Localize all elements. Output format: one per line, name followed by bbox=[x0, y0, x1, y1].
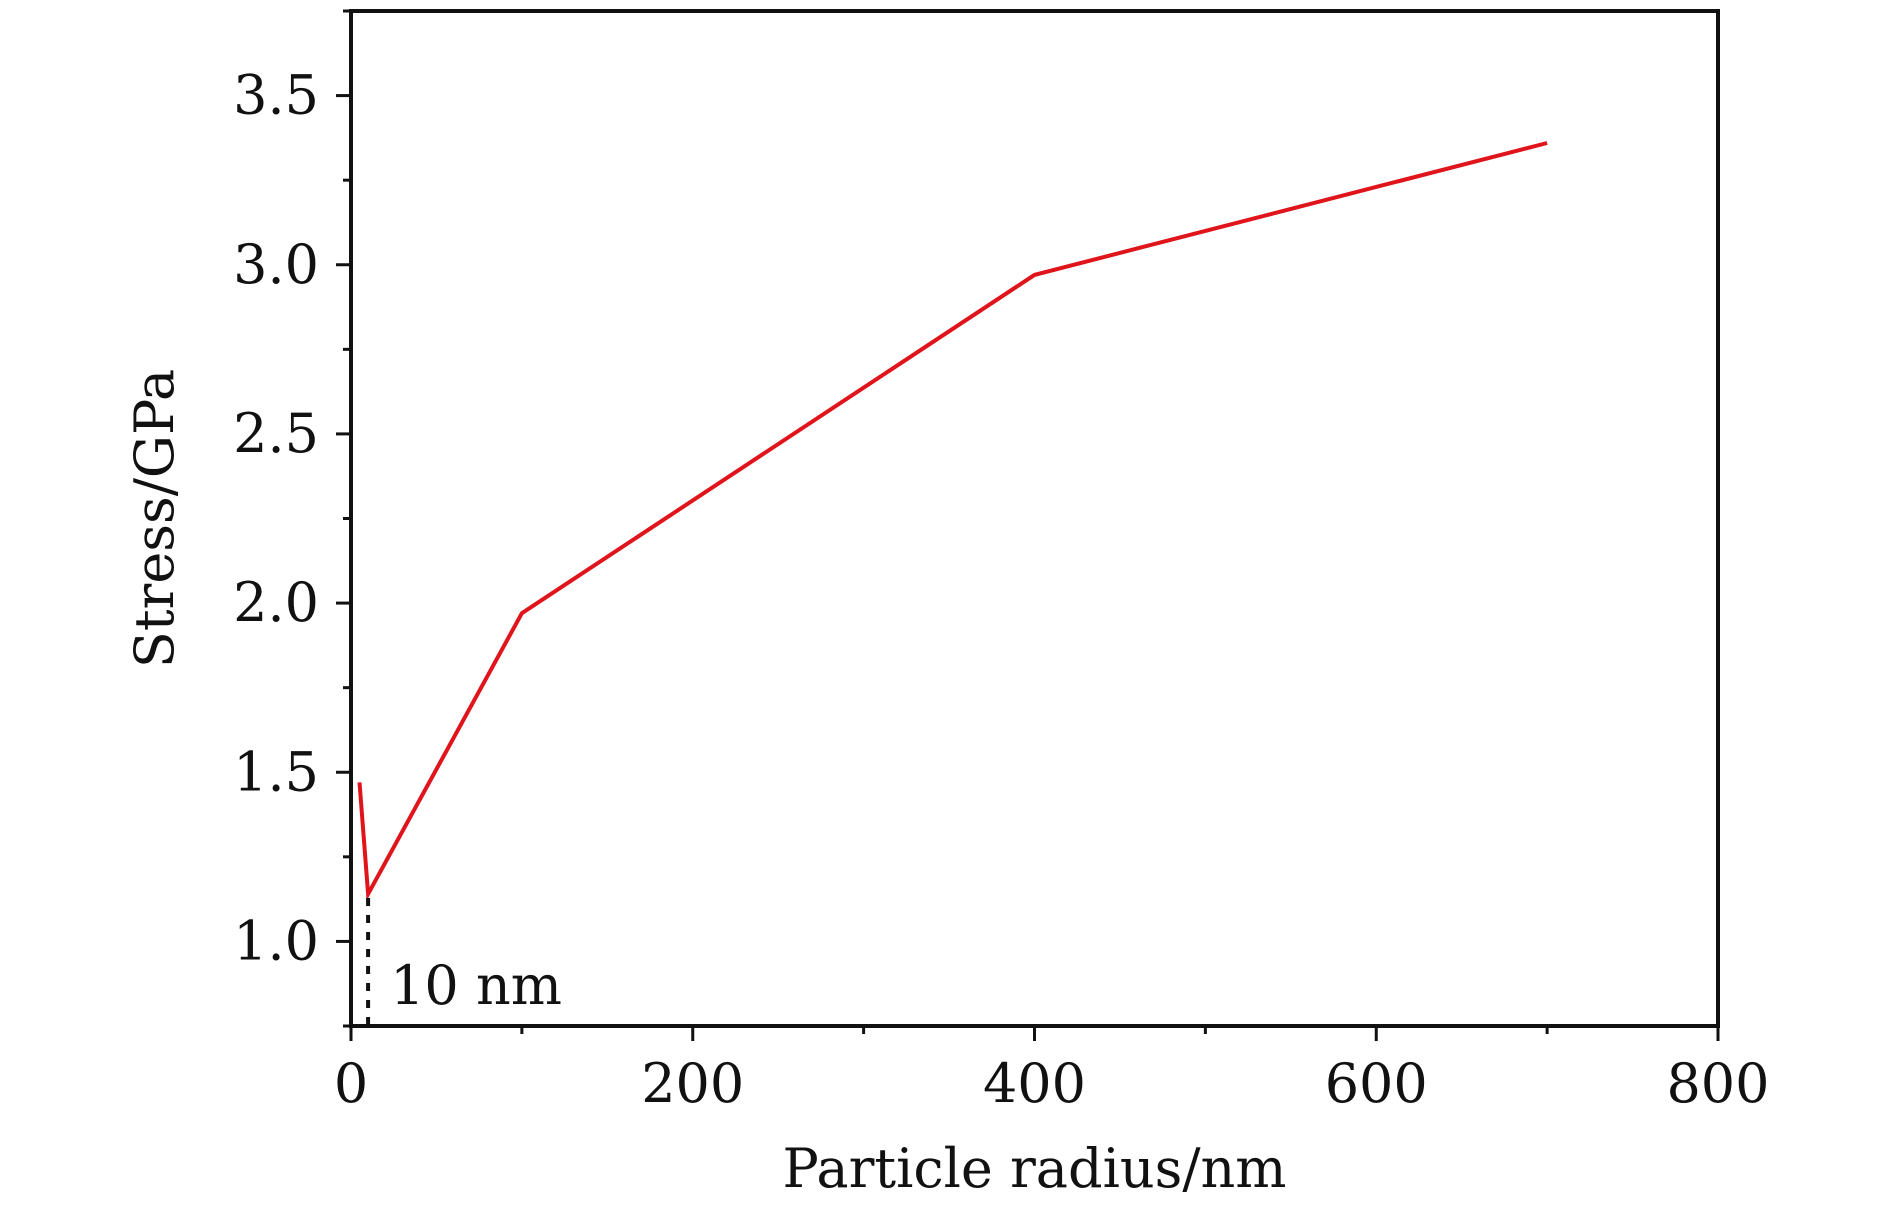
annotation-layer: 10 nm bbox=[366, 898, 562, 1026]
y-tick-label: 3.5 bbox=[233, 64, 319, 127]
plot-frame bbox=[349, 9, 1720, 1028]
y-tick-label: 2.0 bbox=[233, 571, 319, 634]
x-axis-title: Particle radius/nm bbox=[782, 1137, 1286, 1200]
x-tick-label: 0 bbox=[334, 1052, 368, 1115]
x-tick-label: 400 bbox=[983, 1052, 1086, 1115]
annotation-10nm-label: 10 nm bbox=[390, 954, 562, 1017]
series-layer bbox=[357, 141, 1548, 901]
x-tick-label: 600 bbox=[1325, 1052, 1428, 1115]
y-tick-label: 3.0 bbox=[233, 233, 319, 296]
series-line bbox=[357, 141, 1548, 901]
y-axis-title: Stress/GPa bbox=[123, 369, 186, 668]
axes-layer: 0 200 400 600 800 1.0 1.5 2.0 2.5 3.0 3.5 bbox=[233, 9, 1770, 1115]
y-tick-label: 1.5 bbox=[233, 740, 319, 803]
x-tick-label: 800 bbox=[1666, 1052, 1769, 1115]
y-tick-label: 2.5 bbox=[233, 402, 319, 465]
x-tick-label: 200 bbox=[641, 1052, 744, 1115]
y-tick-label: 1.0 bbox=[233, 909, 319, 972]
